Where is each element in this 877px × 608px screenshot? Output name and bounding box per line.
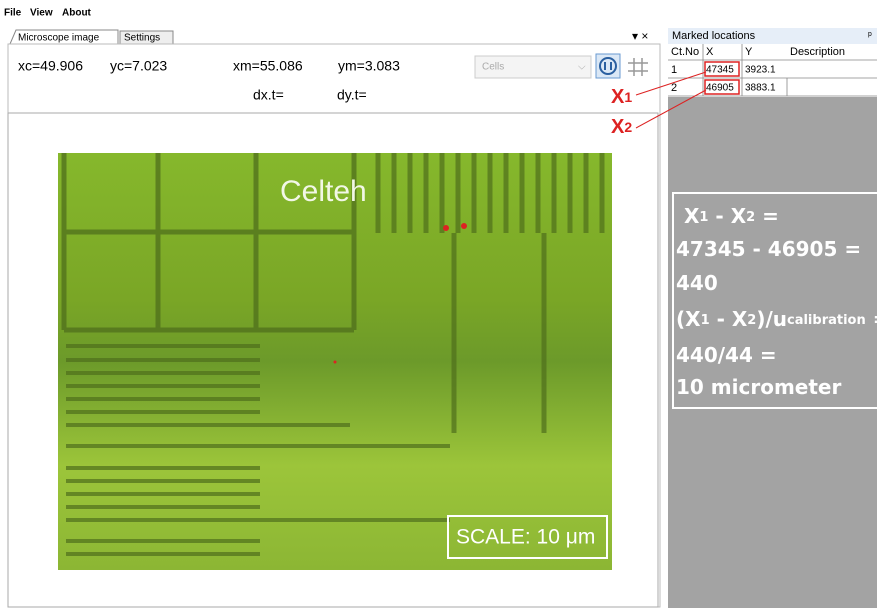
grid-button[interactable] (628, 58, 648, 76)
calculation-line: 47345 - 46905 = (676, 237, 861, 261)
text-segment: - X (708, 204, 746, 228)
text-segment: (X (676, 307, 701, 331)
calculation-line: 440 (676, 271, 718, 295)
text-segment: 2 (746, 210, 755, 225)
column-header: Ct.No (671, 46, 699, 58)
table-cell: 47345 (706, 65, 734, 76)
text-segment: calibration (787, 313, 866, 328)
table-cell: 46905 (706, 83, 734, 94)
readout: xm=55.086 (233, 58, 303, 74)
text-segment: = (866, 307, 877, 331)
text-segment: 1 (699, 210, 708, 225)
column-header: Y (745, 46, 753, 58)
text-segment: )/u (756, 307, 787, 331)
image-label: Celteh (280, 175, 367, 208)
text-segment: 2 (747, 313, 756, 328)
readout: xc=49.906 (18, 58, 83, 74)
readout: ym=3.083 (338, 58, 400, 74)
calculation-line: X1 - X2 = (684, 204, 779, 228)
text-segment: 10 micrometer (676, 375, 841, 399)
table-cell: 3883.1 (745, 83, 776, 94)
column-header: X (706, 46, 714, 58)
side-title: Marked locations (672, 30, 756, 42)
text-segment: 1 (701, 313, 710, 328)
text-segment: = (755, 204, 779, 228)
text-segment: 47345 - 46905 = (676, 237, 861, 261)
tab-label[interactable]: Microscope image (18, 33, 100, 44)
readout: dy.t= (337, 87, 367, 103)
menu-item[interactable]: File (4, 8, 22, 19)
text-segment: 440/44 = (676, 343, 777, 367)
microscope-image: Celteh SCALE: 10 μm (58, 153, 612, 570)
screen: File View About Microscope image Setting… (0, 0, 877, 608)
readout: dx.t= (253, 87, 284, 103)
tab-label[interactable]: Settings (124, 33, 160, 44)
annotation: X1 (611, 86, 632, 108)
readout: yc=7.023 (110, 58, 167, 74)
text-segment: - X (710, 307, 748, 331)
text-segment: X (684, 204, 700, 228)
menu-item[interactable]: About (62, 8, 92, 19)
pin-icon[interactable]: ᵖ (868, 31, 872, 42)
text-segment: 1 (624, 89, 632, 105)
dropdown-arrow[interactable]: ⌵ (578, 62, 586, 73)
text-segment: X (611, 86, 625, 108)
dropdown-value[interactable]: Cells (482, 62, 504, 73)
scale-label: SCALE: 10 μm (456, 526, 595, 549)
text-segment: X (611, 116, 625, 138)
calculation-line: 440/44 = (676, 343, 777, 367)
table-cell: 3923.1 (745, 65, 776, 76)
column-header: Description (790, 46, 845, 58)
text-segment: 2 (624, 119, 632, 135)
text-segment: 440 (676, 271, 718, 295)
pane-menu-icon[interactable]: ▾ × (632, 29, 648, 43)
calculation-line: 10 micrometer (676, 375, 841, 399)
menu-bar (0, 0, 877, 22)
table-cell: 1 (671, 64, 677, 76)
menu-item[interactable]: View (30, 8, 53, 19)
